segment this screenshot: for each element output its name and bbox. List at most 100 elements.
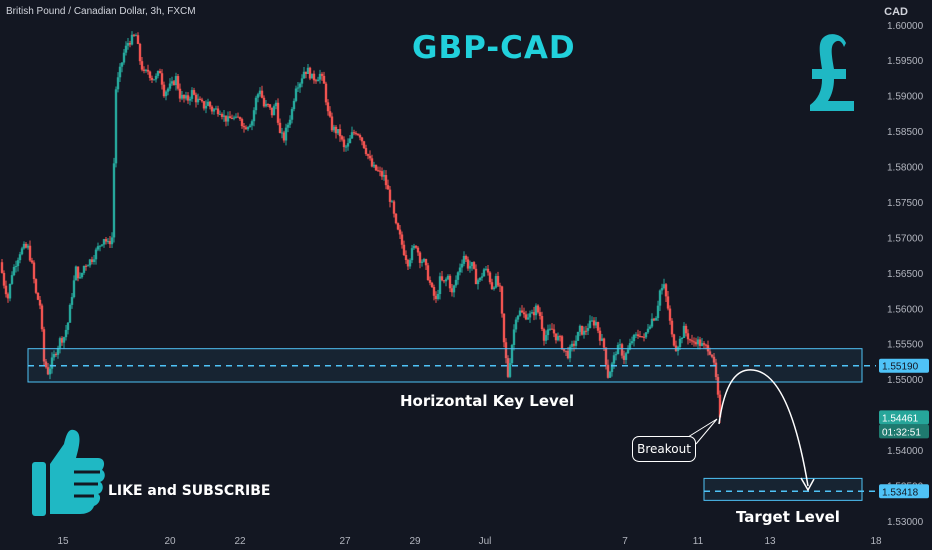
candle-body [580,325,584,335]
candle-body [480,276,484,278]
candle-body [710,354,714,357]
candle-body [460,263,464,268]
candle-body [392,201,396,214]
candle-body [120,62,124,67]
candle-body [168,83,172,89]
candle-body [374,164,378,171]
candle-body [600,338,604,341]
candle-body [298,83,302,88]
candle-body [490,282,494,290]
candle-body [494,276,498,288]
candle-body [234,116,238,118]
candle-body [426,265,430,281]
candle-body [90,259,94,263]
candle-body [558,336,562,338]
candle-body [612,355,616,364]
y-tick-label: 1.53000 [887,517,924,528]
candle-body [320,73,324,76]
candle-body [712,356,716,363]
candle-body [276,102,280,123]
candle-body [34,279,38,293]
candle-body [270,107,274,116]
candle-body [506,358,510,377]
candle-body [88,259,92,266]
candle-body [664,284,668,297]
candle-body [596,322,600,331]
candle-body [194,94,198,103]
candle-body [406,260,410,267]
candle-body [548,328,552,330]
breakout-label: Breakout [632,436,696,462]
projection-arrow [718,369,809,487]
candle-body [332,126,336,131]
candle-body [408,260,412,267]
like-subscribe-text[interactable]: LIKE and SUBSCRIBE [108,483,271,499]
candle-body [104,239,108,242]
candle-body [76,266,80,279]
y-tick-label: 1.58000 [887,163,924,174]
candle-body [28,245,32,261]
candle-body [632,334,636,342]
candle-body [538,312,542,317]
x-tick-label: 20 [164,536,176,547]
candle-body [2,272,6,286]
candle-body [424,259,428,266]
candle-body [96,246,100,250]
candle-body [38,299,42,306]
candle-body [666,296,670,309]
candle-body [162,84,166,97]
candle-body [260,90,264,98]
y-tick-label: 1.59500 [887,56,924,67]
candle-body [182,94,186,99]
candle-body [484,268,488,270]
candle-body [150,77,154,81]
candle-body [564,350,568,352]
candle-body [250,121,254,126]
thumbs-up-icon[interactable] [28,424,106,520]
candle-body [58,338,62,348]
candle-body [404,255,408,261]
candle-body [456,272,460,280]
candle-body [238,117,242,120]
candle-body [412,245,416,249]
candle-body [142,69,146,71]
candle-body [246,127,250,130]
candle-body [530,312,534,314]
candle-body [462,255,466,264]
candle-body [550,328,554,330]
y-tick-label: 1.56500 [887,269,924,280]
candle-body [636,334,640,337]
x-tick-label: 29 [409,536,421,547]
candle-body [616,344,620,355]
candle-body [66,322,70,330]
candle-body [48,368,52,375]
candle-body [178,88,182,99]
candle-body [64,329,68,338]
candle-body [290,109,294,120]
candle-body [264,103,268,107]
candle-body [112,163,116,238]
candle-body [248,125,252,128]
candle-body [330,116,334,131]
candle-body [252,110,256,122]
candle-body [576,331,580,341]
candle-body [32,262,36,280]
target-level-label: Target Level [736,508,840,526]
candle-body [354,133,358,135]
candle-body [370,158,374,167]
candle-body [78,277,82,279]
candle-body [418,252,422,263]
candle-body [528,313,532,318]
candle-body [646,328,650,333]
candle-body [8,283,12,299]
candle-body [386,185,390,190]
candle-body [610,363,614,373]
candle-body [224,115,228,122]
candle-body [488,272,492,283]
candle-body [690,340,694,342]
candle-body [140,61,144,70]
candle-body [692,341,696,343]
candle-body [286,124,290,128]
candle-body [164,91,168,97]
